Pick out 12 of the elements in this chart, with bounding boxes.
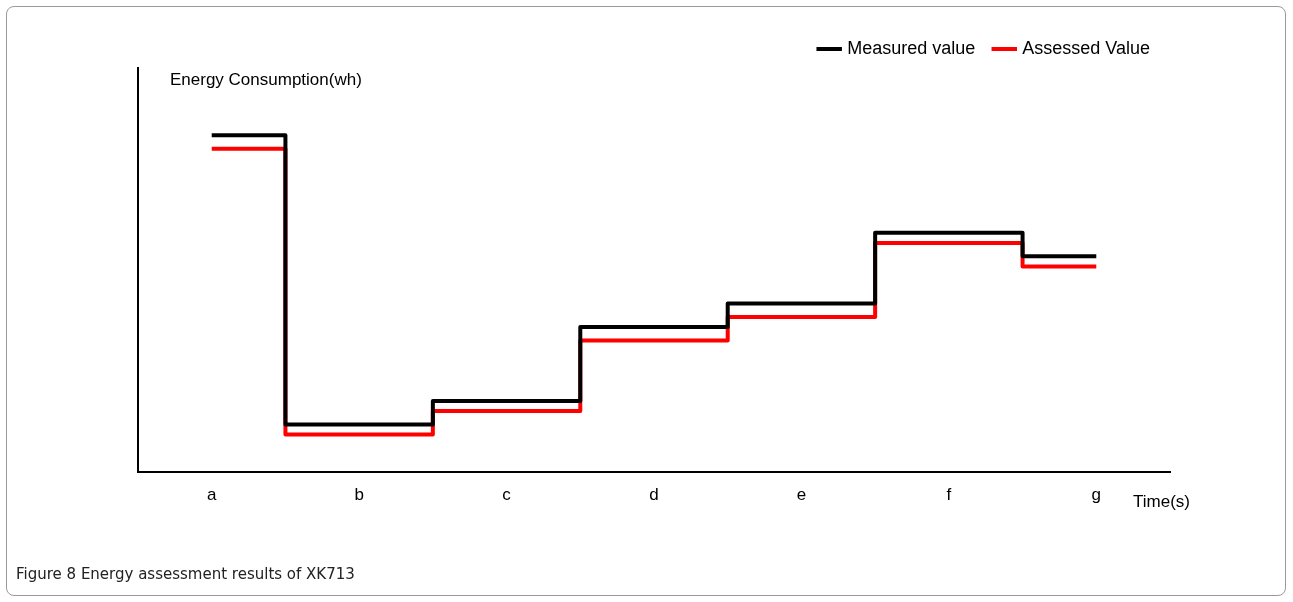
x-tick-label: b bbox=[354, 485, 364, 505]
x-tick-label: c bbox=[502, 485, 512, 505]
x-tick-label: a bbox=[206, 485, 217, 505]
legend-label: Measured value bbox=[847, 37, 976, 58]
x-tick-label: d bbox=[649, 485, 659, 505]
x-tick-label: f bbox=[946, 485, 952, 505]
x-tick-label: e bbox=[796, 485, 807, 505]
x-tick-label: g bbox=[1091, 485, 1102, 505]
y-axis-title: Energy Consumption(wh) bbox=[170, 69, 362, 89]
legend-label: Assessed Value bbox=[1022, 37, 1151, 58]
caption: Figure 8 Energy assessment results of XK713 bbox=[16, 565, 355, 583]
x-axis-title: Time(s) bbox=[1133, 491, 1190, 511]
